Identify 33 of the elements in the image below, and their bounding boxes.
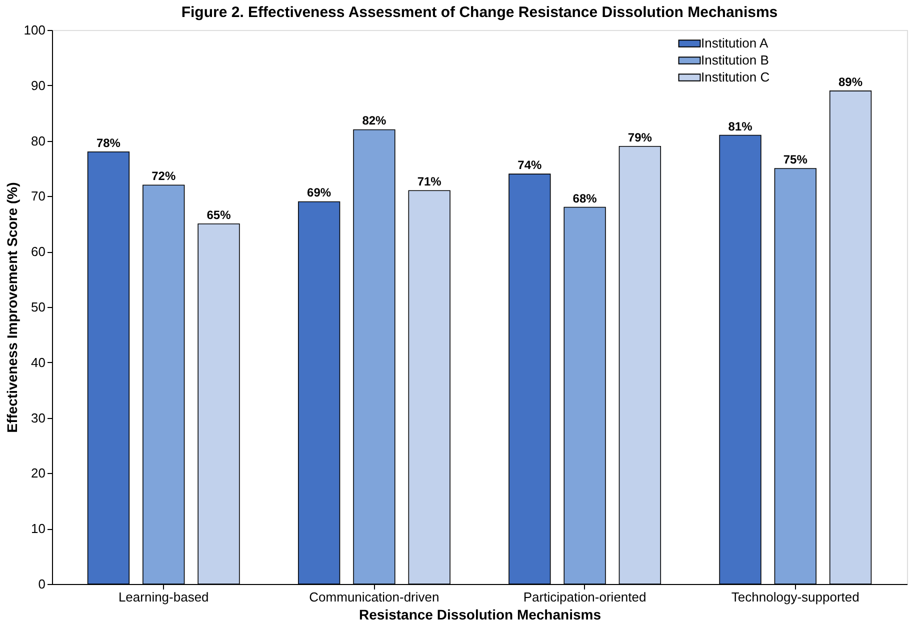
y-tick-label: 80 bbox=[31, 133, 46, 148]
chart-title: Figure 2. Effectiveness Assessment of Change Resistance Dissolution Mechanisms bbox=[181, 4, 778, 21]
y-tick-label: 50 bbox=[31, 300, 46, 314]
x-tick-label: Communication-driven bbox=[309, 590, 440, 604]
data-label: 82% bbox=[362, 114, 387, 128]
y-tick-label: 20 bbox=[31, 466, 46, 481]
y-tick-label: 40 bbox=[31, 354, 46, 370]
x-tick-label: Participation-oriented bbox=[523, 590, 646, 604]
data-label: 79% bbox=[628, 130, 652, 144]
y-tick-label: 60 bbox=[31, 244, 46, 260]
y-tick-label: 30 bbox=[31, 410, 46, 426]
legend-label: Institution C bbox=[701, 70, 770, 84]
data-label: 89% bbox=[838, 74, 863, 89]
data-label: 81% bbox=[728, 119, 753, 134]
data-label: 68% bbox=[572, 191, 598, 206]
x-tick-label: Learning-based bbox=[118, 590, 209, 604]
y-tick-label: 10 bbox=[31, 521, 46, 536]
x-axis-title: Resistance Dissolution Mechanisms bbox=[359, 606, 602, 622]
y-tick-label: 0 bbox=[38, 576, 46, 592]
y-tick-label: 90 bbox=[31, 78, 46, 93]
data-label: 78% bbox=[96, 136, 121, 150]
data-label: 71% bbox=[417, 174, 442, 189]
y-axis-title: Effectiveness Improvement Score (%) bbox=[4, 182, 20, 433]
data-label: 69% bbox=[307, 186, 332, 200]
data-label: 75% bbox=[783, 152, 808, 166]
legend-label: Institution B bbox=[701, 52, 769, 68]
x-tick-label: Technology-supported bbox=[731, 590, 860, 604]
data-label: 74% bbox=[518, 158, 542, 172]
y-tick-label: 70 bbox=[31, 188, 46, 204]
data-label: 72% bbox=[152, 169, 176, 184]
y-tick-label: 100 bbox=[24, 22, 46, 38]
data-label: 65% bbox=[206, 208, 232, 222]
legend-label: Institution A bbox=[701, 36, 769, 50]
